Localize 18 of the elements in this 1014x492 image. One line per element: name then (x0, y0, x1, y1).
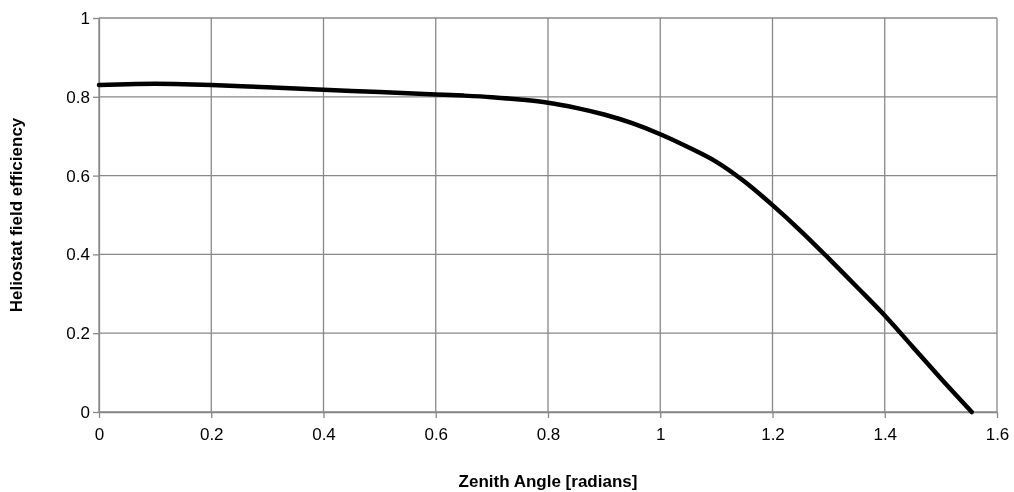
y-axis-title: Heliostat field efficiency (7, 117, 26, 313)
y-tick-label: 0.8 (66, 87, 90, 107)
y-tick-label: 0 (80, 402, 90, 422)
x-axis-title: Zenith Angle [radians] (458, 472, 638, 491)
x-tick-label: 0 (94, 424, 105, 444)
x-tick-label: 1.2 (761, 424, 785, 444)
x-tick-label: 0.2 (199, 424, 224, 444)
x-tick-label: 0.4 (312, 424, 336, 444)
x-tick-label: 0.8 (536, 424, 561, 444)
x-tick-label: 1.6 (985, 424, 1010, 444)
y-tick-label: 0.2 (66, 324, 90, 344)
y-tick-label: 0.6 (66, 166, 90, 186)
x-tick-label: 1 (656, 424, 666, 444)
x-tick-label: 0.6 (424, 424, 449, 444)
y-tick-label: 0.4 (66, 245, 90, 265)
x-tick-label: 1.4 (873, 424, 898, 444)
y-tick-label: 1 (80, 8, 90, 28)
line-series (96, 81, 974, 415)
